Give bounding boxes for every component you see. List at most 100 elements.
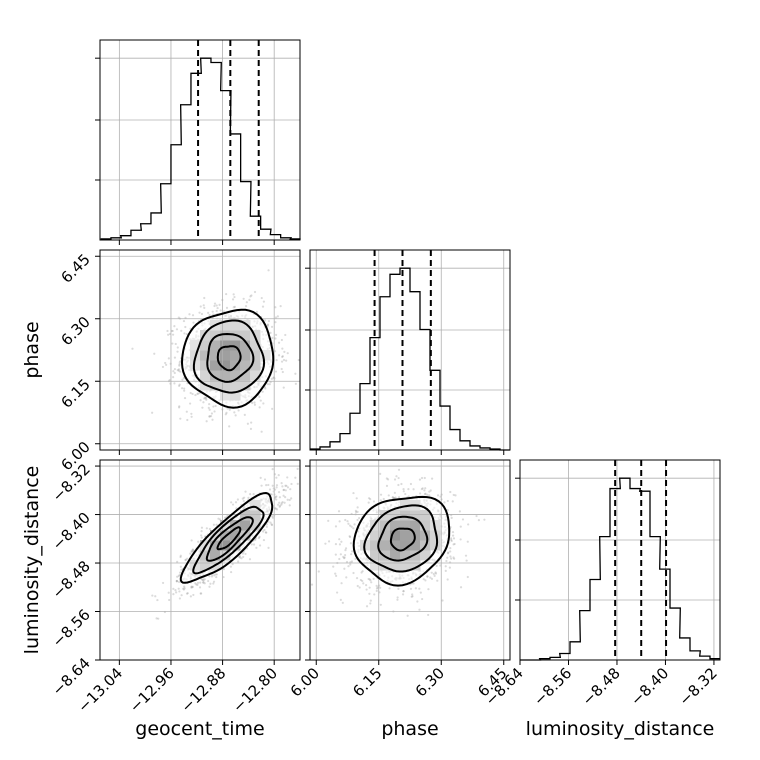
scatter-point — [369, 498, 372, 501]
histogram-luminosity-distance — [519, 477, 721, 661]
scatter-point — [212, 405, 215, 408]
scatter-point — [230, 501, 233, 504]
scatter-point — [225, 292, 228, 296]
scatter-point — [274, 495, 277, 499]
scatter-point — [284, 495, 287, 499]
scatter-point — [280, 338, 283, 342]
scatter-point — [196, 392, 199, 395]
scatter-point — [207, 406, 210, 409]
scatter-point — [402, 488, 405, 491]
scatter-point — [157, 617, 160, 620]
scatter-point — [257, 537, 261, 540]
scatter-point — [340, 582, 343, 585]
scatter-point — [278, 504, 282, 507]
scatter-point — [202, 581, 205, 584]
scatter-point — [402, 590, 405, 593]
scatter-point — [444, 569, 447, 572]
scatter-point — [210, 575, 214, 578]
scatter-point — [243, 413, 246, 417]
scatter-point — [450, 538, 453, 541]
scatter-point — [253, 401, 256, 404]
scatter-point — [426, 575, 429, 578]
tick-label-x: −12.80 — [229, 664, 281, 716]
scatter-point — [372, 577, 375, 580]
scatter-point — [402, 490, 405, 493]
scatter-point — [349, 524, 352, 527]
scatter-point — [260, 430, 263, 433]
scatter-point — [294, 372, 297, 375]
scatter-point — [430, 571, 433, 574]
scatter-point — [230, 570, 233, 574]
scatter-point — [255, 546, 258, 549]
scatter-point — [205, 420, 208, 423]
scatter-point — [446, 509, 449, 512]
scatter-point — [454, 494, 457, 497]
scatter-point — [444, 565, 447, 568]
scatter-point — [265, 523, 269, 526]
scatter-point — [202, 581, 205, 584]
scatter-point — [450, 557, 453, 560]
scatter-point — [356, 506, 359, 509]
scatter-point — [275, 498, 278, 501]
scatter-point — [396, 596, 399, 599]
scatter-point — [338, 557, 341, 561]
scatter-point — [288, 504, 291, 507]
scatter-point — [282, 386, 285, 389]
scatter-point — [264, 531, 267, 534]
scatter-point — [451, 534, 455, 537]
scatter-point — [386, 478, 390, 481]
contour-line — [205, 516, 254, 562]
scatter-point — [433, 574, 436, 577]
scatter-point — [232, 293, 235, 296]
scatter-point — [185, 410, 188, 413]
scatter-point — [451, 530, 455, 534]
scatter-point — [391, 496, 394, 499]
scatter-point — [191, 549, 194, 552]
scatter-point — [165, 363, 168, 366]
scatter-point — [275, 476, 278, 479]
scatter-point — [208, 415, 211, 418]
scatter-point — [242, 297, 245, 300]
scatter-point — [203, 296, 206, 300]
scatter-point — [223, 516, 227, 519]
scatter-point — [349, 563, 352, 566]
scatter-point — [197, 392, 200, 395]
scatter-point — [410, 595, 413, 598]
scatter-point — [261, 390, 264, 393]
scatter-point — [290, 482, 293, 486]
scatter-point — [434, 572, 438, 575]
scatter-point — [166, 329, 169, 333]
scatter-point — [382, 497, 385, 501]
scatter-point — [432, 572, 435, 576]
scatter-point — [258, 395, 261, 398]
scatter-point — [426, 575, 429, 578]
scatter-point — [441, 599, 444, 602]
scatter-point — [200, 536, 203, 539]
scatter-point — [190, 539, 193, 542]
scatter-point — [284, 489, 287, 492]
scatter-point — [387, 494, 390, 497]
scatter-point — [281, 355, 284, 358]
scatter-point — [427, 588, 430, 591]
scatter-point — [172, 592, 175, 596]
xlabel-luminosity-distance: luminosity_distance — [526, 718, 715, 740]
ylabel-luminosity-distance: luminosity_distance — [21, 466, 43, 655]
scatter-point — [334, 525, 338, 528]
scatter-point — [317, 570, 320, 573]
scatter-point — [449, 490, 452, 494]
scatter-point — [397, 476, 400, 480]
scatter-point — [385, 484, 389, 487]
scatter-point — [294, 382, 297, 385]
scatter-point — [173, 367, 176, 371]
scatter-point — [178, 363, 181, 366]
scatter-point — [248, 493, 252, 496]
scatter-point — [449, 555, 452, 558]
scatter-point — [258, 406, 261, 409]
scatter-point — [171, 329, 174, 333]
scatter-point — [397, 483, 400, 487]
scatter-point — [270, 523, 273, 526]
scatter-point — [173, 382, 176, 385]
scatter-point — [350, 553, 353, 556]
scatter-point — [344, 547, 348, 550]
scatter-point — [263, 319, 267, 322]
